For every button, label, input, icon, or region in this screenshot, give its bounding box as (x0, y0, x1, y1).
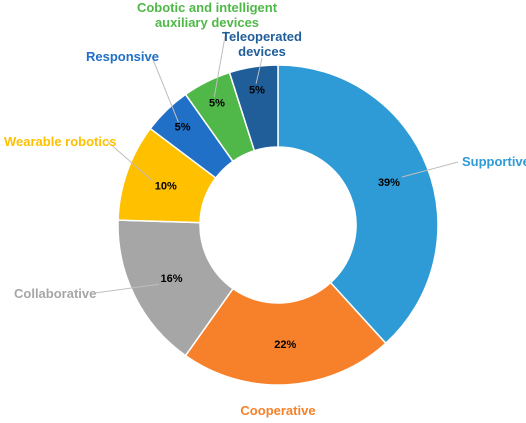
percent-label-supportive: 39% (378, 177, 400, 189)
leader-supportive (401, 161, 459, 178)
slice-supportive (277, 64, 439, 345)
category-label-supportive: Supportive (462, 154, 526, 169)
slice-teleoperated-devices (228, 64, 279, 152)
leader-teleoperated-devices (255, 57, 263, 84)
category-label-responsive: Responsive (86, 49, 159, 64)
donut-slices (117, 64, 439, 386)
percent-label-responsive: 5% (175, 122, 191, 134)
leader-collaborative (94, 283, 160, 294)
percent-label-cobotic-and-intelligent-auxiliary-devices: 5% (209, 97, 225, 109)
percent-label-wearable-robotics: 10% (155, 180, 177, 192)
percent-labels: 39% 22% 16% 10% 5% 5% 5% (155, 85, 400, 351)
category-label-cooperative: Cooperative (240, 403, 315, 418)
leader-lines (94, 30, 459, 294)
percent-label-collaborative: 16% (160, 273, 182, 285)
leader-wearable-robotics (107, 141, 153, 182)
category-label-collaborative: Collaborative (14, 286, 96, 301)
category-labels: Supportive Cooperative Collaborative Wearab… (4, 0, 526, 418)
category-label-wearable-robotics: Wearable robotics (4, 134, 116, 149)
category-label-cobotic-and-intelligent-auxiliary-devices: Cobotic and intelligent auxiliary devices (137, 0, 278, 30)
leader-cobotic-and-intelligent-auxiliary-devices (213, 30, 227, 98)
percent-label-teleoperated-devices: 5% (249, 85, 265, 97)
leader-responsive (151, 56, 179, 123)
percent-label-cooperative: 22% (274, 339, 296, 351)
category-label-teleoperated-devices: Teleoperated devices (222, 29, 302, 59)
slice-cooperative (184, 281, 387, 386)
